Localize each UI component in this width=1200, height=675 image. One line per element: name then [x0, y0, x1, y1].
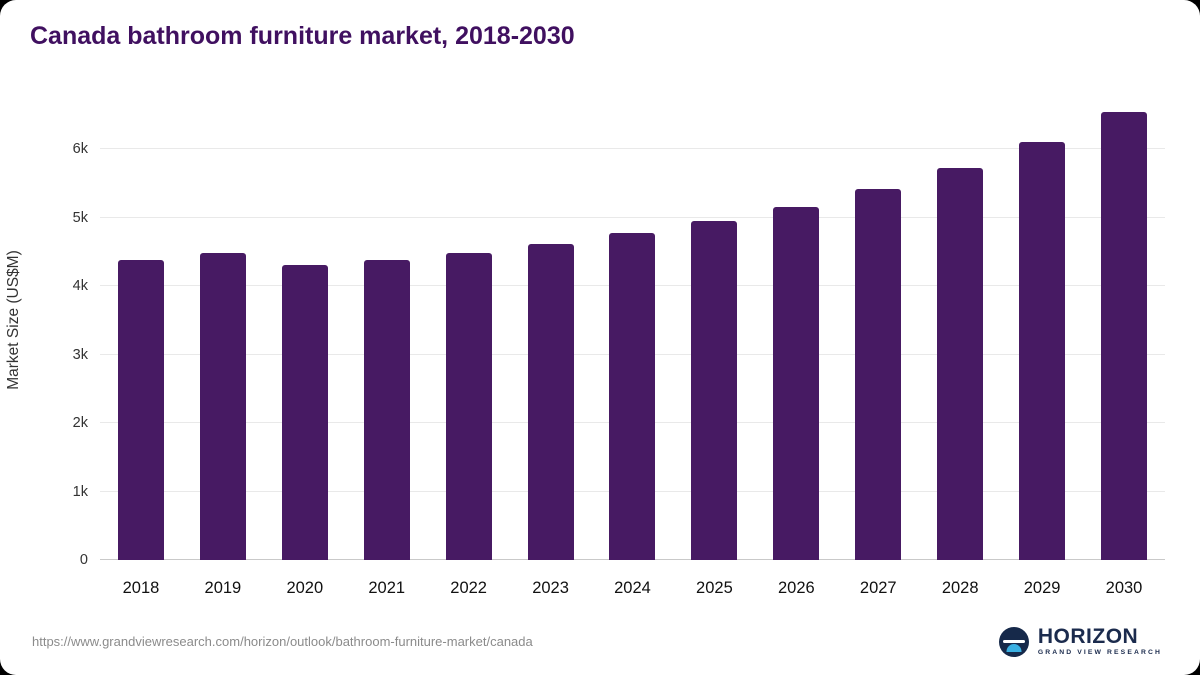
y-tick-label: 2k [72, 415, 88, 432]
chart-title: Canada bathroom furniture market, 2018-2… [30, 22, 575, 50]
bar-column: 2018 [100, 100, 182, 597]
bar-column: 2030 [1083, 100, 1165, 597]
logo-subtitle: GRAND VIEW RESEARCH [1037, 649, 1162, 657]
bar-column: 2029 [1001, 100, 1083, 597]
horizon-sun-shape [1006, 643, 1022, 652]
y-axis: 0 1k 2k 3k 4k 5k 6k [0, 100, 92, 568]
horizon-logo: HORIZON GRAND VIEW RESEARCH [998, 626, 1162, 657]
y-tick-label: 1k [72, 483, 88, 500]
x-tick-label: 2028 [941, 579, 979, 597]
source-url: https://www.grandviewresearch.com/horizo… [32, 634, 533, 650]
gridline [100, 216, 1165, 218]
x-tick-label: 2022 [450, 579, 487, 597]
bar-2026[interactable] [773, 207, 820, 560]
plot-area: 2018 2019 2020 2021 2022 2023 2024 2025 2026 2027… [100, 100, 1165, 597]
x-tick-label: 2024 [614, 579, 651, 597]
footer: https://www.grandviewresearch.com/horizo… [0, 626, 1200, 657]
bar-2023[interactable] [527, 243, 574, 560]
bar-column: 2021 [346, 100, 428, 597]
bar-2024[interactable] [609, 233, 656, 560]
bar-column: 2026 [755, 100, 837, 597]
x-tick-label: 2020 [286, 579, 324, 597]
x-tick-label: 2021 [368, 579, 406, 597]
bar-column: 2024 [592, 100, 674, 597]
x-tick-label: 2025 [696, 579, 733, 597]
bar-column: 2023 [510, 100, 592, 597]
bar-2029[interactable] [1019, 142, 1066, 560]
bar-column: 2028 [919, 100, 1001, 597]
bar-2021[interactable] [363, 260, 410, 560]
bar-series: 2018 2019 2020 2021 2022 2023 2024 2025 2026 2027… [100, 100, 1165, 597]
bar-column: 2027 [837, 100, 919, 597]
gridline [100, 148, 1165, 150]
y-tick-label: 4k [72, 278, 88, 295]
bar-column: 2019 [182, 100, 264, 597]
x-tick-label: 2019 [204, 579, 242, 597]
bar-2028[interactable] [937, 168, 984, 560]
logo-name: HORIZON [1037, 625, 1139, 649]
bar-2030[interactable] [1101, 111, 1148, 560]
bar-column: 2022 [428, 100, 510, 597]
bar-2020[interactable] [281, 264, 328, 560]
horizon-band-shape [1002, 639, 1025, 643]
bar-column: 2020 [264, 100, 346, 597]
x-tick-label: 2029 [1023, 579, 1061, 597]
y-tick-label: 5k [72, 209, 88, 226]
bar-2022[interactable] [445, 253, 492, 560]
x-tick-label: 2023 [532, 579, 569, 597]
horizon-logo-icon [998, 626, 1029, 657]
y-tick-label: 0 [79, 552, 88, 568]
bar-2027[interactable] [855, 189, 902, 560]
logo-text: HORIZON GRAND VIEW RESEARCH [1038, 626, 1162, 657]
bar-column: 2025 [673, 100, 755, 597]
x-tick-label: 2027 [859, 579, 897, 597]
y-tick-label: 3k [72, 346, 88, 363]
bar-2018[interactable] [117, 260, 164, 560]
x-tick-label: 2018 [122, 579, 160, 597]
bar-2019[interactable] [199, 252, 246, 560]
bar-2025[interactable] [691, 221, 738, 560]
x-tick-label: 2030 [1105, 579, 1143, 597]
y-tick-label: 6k [72, 141, 88, 158]
x-tick-label: 2026 [777, 579, 815, 597]
